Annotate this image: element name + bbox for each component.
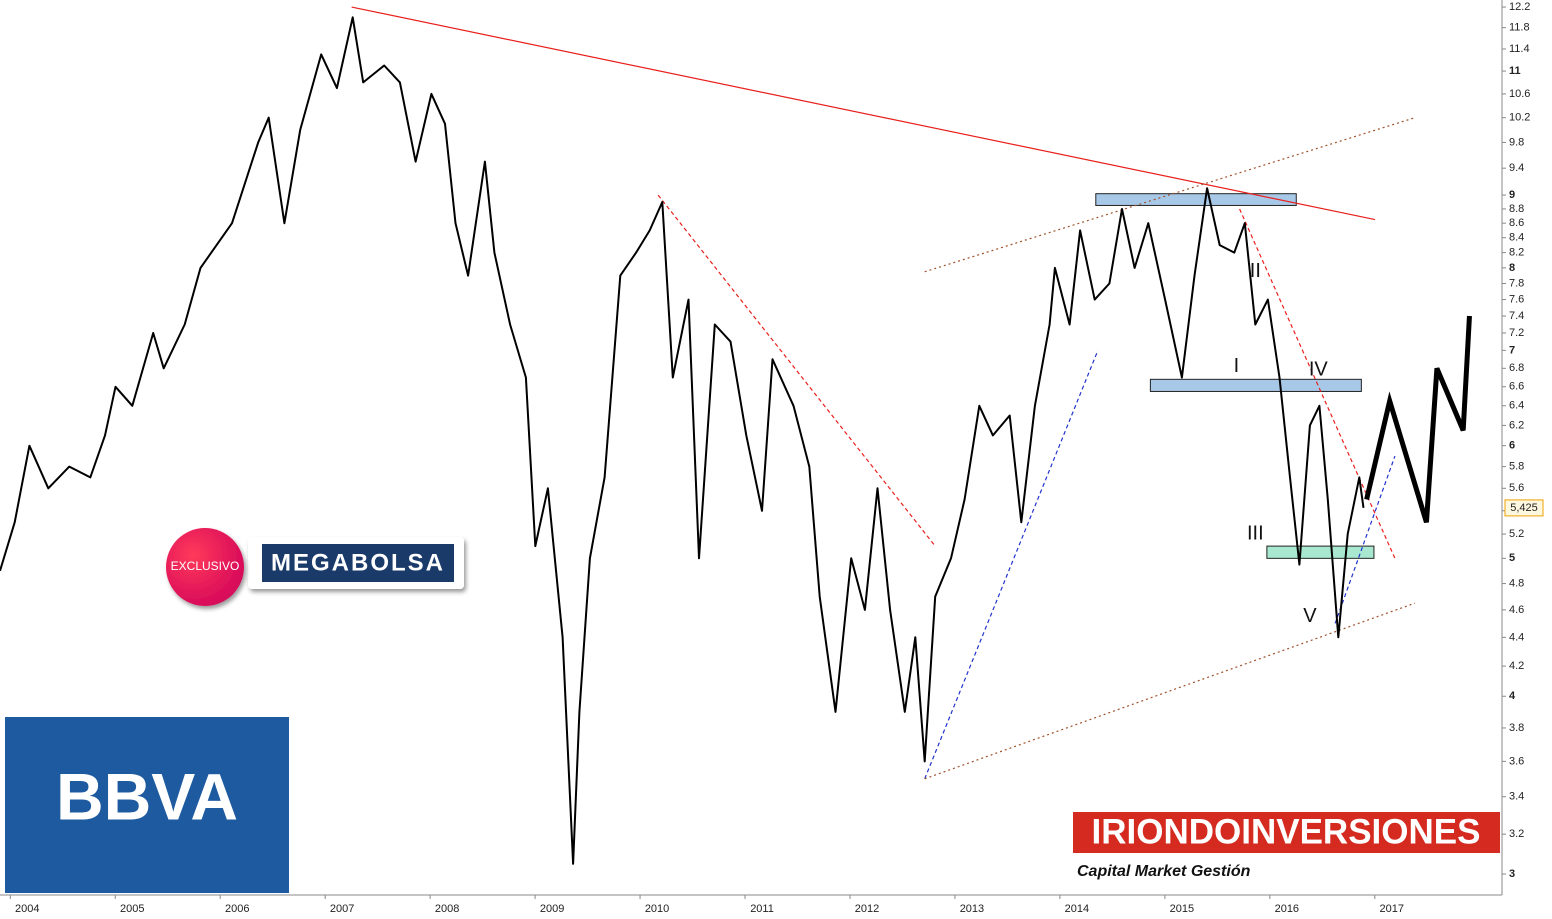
y-tick-label: 3.8 <box>1509 722 1524 734</box>
y-tick-label: 4.6 <box>1509 604 1524 616</box>
brand-tagline: Capital Market Gestión <box>1077 863 1251 880</box>
y-tick-label: 6.4 <box>1509 400 1524 412</box>
y-tick-label: 11 <box>1509 65 1521 77</box>
y-tick-label: 7.6 <box>1509 293 1524 305</box>
y-tick-label: 3 <box>1509 868 1515 880</box>
y-tick-label: 9.8 <box>1509 136 1524 148</box>
zone <box>1095 193 1297 206</box>
y-tick-label: 7.8 <box>1509 277 1524 289</box>
y-tick-label: 8.8 <box>1509 203 1524 215</box>
brand-logo: IRIONDOINVERSIONES <box>1092 812 1481 851</box>
y-tick-label: 3.6 <box>1509 755 1524 767</box>
megabolsa-box <box>262 544 454 582</box>
x-tick-label: 2015 <box>1170 903 1194 914</box>
y-tick-label: 7.4 <box>1509 310 1524 322</box>
trend-line <box>924 117 1416 273</box>
y-tick-label: 5 <box>1509 552 1515 564</box>
x-tick-label: 2016 <box>1275 903 1299 914</box>
trend-line <box>924 350 1099 780</box>
wave-label: V <box>1303 605 1317 627</box>
wave-label: III <box>1247 522 1264 544</box>
projection-line <box>1364 315 1472 524</box>
y-tick-label: 12.2 <box>1509 1 1530 13</box>
y-tick-label: 7 <box>1509 344 1515 356</box>
x-tick-label: 2011 <box>750 903 774 914</box>
y-tick-label: 9.4 <box>1509 162 1524 174</box>
x-tick-label: 2007 <box>330 903 354 914</box>
last-price-label: 5,425 <box>1510 502 1538 514</box>
y-tick-label: 5.2 <box>1509 528 1524 540</box>
y-tick-label: 3.4 <box>1509 791 1524 803</box>
brand-box <box>1073 812 1500 853</box>
y-tick-label: 9 <box>1509 189 1515 201</box>
y-tick-label: 5.6 <box>1509 482 1524 494</box>
y-tick-label: 3.2 <box>1509 828 1524 840</box>
y-tick-label: 8.4 <box>1509 232 1524 244</box>
wave-label: IV <box>1309 358 1329 380</box>
x-tick-label: 2006 <box>225 903 249 914</box>
y-tick-label: 10.2 <box>1509 112 1530 124</box>
y-tick-label: 6 <box>1509 440 1515 452</box>
y-tick-label: 4 <box>1509 690 1516 702</box>
y-tick-label: 4.8 <box>1509 577 1524 589</box>
y-tick-label: 6.6 <box>1509 381 1524 393</box>
y-tick-label: 5.8 <box>1509 461 1524 473</box>
trend-line <box>351 6 1376 221</box>
trend-line <box>657 194 936 547</box>
y-tick-label: 8.2 <box>1509 247 1524 259</box>
y-tick-label: 6.8 <box>1509 362 1524 374</box>
y-tick-label: 4.4 <box>1509 631 1524 643</box>
y-tick-label: 4.2 <box>1509 660 1524 672</box>
price-line <box>0 16 1365 865</box>
zone <box>1149 378 1362 392</box>
y-tick-label: 6.2 <box>1509 419 1524 431</box>
wave-label: II <box>1250 260 1261 282</box>
wave-label: I <box>1234 355 1240 377</box>
x-tick-label: 2005 <box>120 903 144 914</box>
y-tick-label: 8 <box>1509 262 1515 274</box>
x-tick-label: 2017 <box>1380 903 1404 914</box>
y-tick-label: 10.6 <box>1509 88 1530 100</box>
trend-line <box>924 602 1416 780</box>
last-price-box <box>1504 499 1544 517</box>
zone <box>1266 545 1375 559</box>
bbva-logo-box <box>5 717 289 893</box>
trend-line <box>1239 208 1396 559</box>
exclusive-badge <box>166 528 244 606</box>
y-tick-label: 11.8 <box>1509 22 1530 34</box>
y-tick-label: 11.4 <box>1509 43 1530 55</box>
x-tick-label: 2009 <box>540 903 564 914</box>
y-tick-label: 7.2 <box>1509 327 1524 339</box>
x-tick-label: 2008 <box>435 903 459 914</box>
x-tick-label: 2013 <box>960 903 984 914</box>
x-tick-label: 2014 <box>1065 903 1089 914</box>
exclusive-label: EXCLUSIVO <box>171 559 240 573</box>
x-tick-label: 2004 <box>15 903 39 914</box>
x-tick-label: 2012 <box>855 903 879 914</box>
x-tick-label: 2010 <box>645 903 669 914</box>
bbva-logo: BBVA <box>56 759 238 833</box>
trend-line <box>1334 455 1396 624</box>
y-tick-label: 8.6 <box>1509 217 1524 229</box>
megabolsa-logo: MEGABOLSA <box>271 549 445 576</box>
